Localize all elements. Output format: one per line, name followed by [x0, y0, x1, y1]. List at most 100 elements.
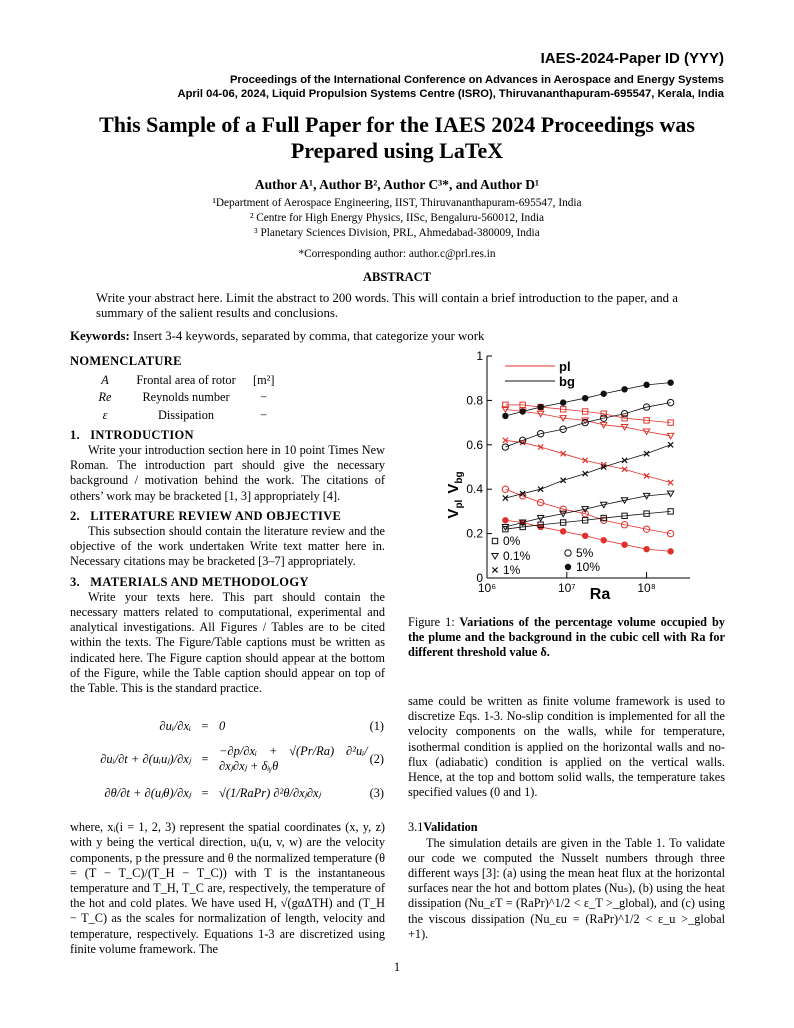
x-tick-label: 10⁸ [637, 581, 655, 595]
marker-triangle [642, 428, 651, 436]
marker-square [667, 419, 674, 426]
legend-label: pl [559, 359, 571, 374]
marker-triangle [620, 424, 629, 432]
marker-circle [642, 403, 651, 411]
abstract: Write your abstract here. Limit the abst… [96, 291, 678, 320]
y-label-base: V [445, 509, 462, 519]
marker-disc [600, 390, 607, 397]
marker-square [621, 414, 628, 422]
marker-disc [559, 399, 567, 406]
venue: April 04-06, 2024, Liquid Propulsion Sys… [177, 88, 724, 100]
marker-disc [667, 548, 674, 555]
unit: [m²] [253, 373, 275, 388]
marker-square [519, 523, 526, 531]
series-line [505, 511, 671, 530]
left-column: NOMENCLATURE A Frontal area of rotor [m²] … [70, 354, 385, 957]
section-heading: 3. MATERIALS AND METHODOLOGY [70, 575, 385, 590]
marker-triangle [559, 510, 568, 518]
marker-x [582, 457, 589, 464]
x-tick-label: 10⁶ [478, 581, 496, 595]
corresponding: *Corresponding author: author.c@prl.res.… [298, 248, 496, 260]
marker-triangle [666, 432, 675, 440]
marker-circle [620, 521, 629, 529]
eq-lhs: ∂θ/∂t + ∂(uⱼθ)/∂xⱼ [104, 785, 191, 800]
section-number: 1. [70, 427, 80, 442]
symbol: ε [102, 407, 108, 422]
keywords-text: Insert 3-4 keywords, separated by comma,… [132, 329, 485, 343]
section-heading: 2. LITERATURE REVIEW AND OBJECTIVE [70, 509, 385, 524]
affiliation: ³ Planetary Sciences Division, PRL, Ahme… [254, 227, 540, 239]
y-label-sub: bg [454, 471, 465, 483]
marker-triangle [501, 406, 510, 414]
eq-rel: = [201, 718, 209, 733]
legend-label: 1% [503, 563, 521, 577]
marker-circle [559, 505, 567, 513]
title-line: Prepared using LaTeX [290, 138, 504, 163]
paragraph: same could be written as finite volume f… [408, 694, 725, 800]
y-label-sub: pl [454, 499, 465, 508]
paragraph: Write your texts here. This part should … [70, 589, 385, 696]
eq-number: (3) [369, 785, 384, 800]
legend-label: 5% [576, 546, 594, 560]
subsection-heading: 3.1Validation [408, 820, 725, 835]
marker-x [537, 486, 544, 493]
marker-x [667, 479, 674, 486]
keywords-label: Keywords: [70, 329, 130, 343]
paper-id: IAES-2024-Paper ID (YYY) [540, 50, 724, 67]
authors: Author A¹, Author B², Author C³*, and Au… [254, 177, 540, 192]
marker-disc [600, 537, 607, 544]
legend-label: 0.1% [503, 549, 531, 563]
paragraph: Write your introduction section here in … [70, 443, 385, 503]
marker-square [643, 510, 650, 517]
x-axis-label: Ra [590, 586, 611, 603]
marker-circle [620, 410, 629, 418]
caption-text: Variations of the percentage volume occu… [408, 615, 725, 660]
marker-circle [642, 525, 651, 533]
proceedings: Proceedings of the International Confere… [229, 74, 724, 86]
marker-x [667, 441, 674, 448]
marker-square [600, 410, 607, 417]
marker-circle [536, 498, 545, 507]
nomenclature-table: A Frontal area of rotor [m²] Re Reynolds nu… [90, 372, 275, 424]
eq-rhs: 0 [219, 718, 226, 733]
marker-circle [666, 398, 675, 407]
paragraph: The simulation details are given in the … [408, 835, 725, 941]
marker-circle [518, 492, 527, 500]
y-tick-label: 1 [476, 349, 483, 363]
marker-x [582, 470, 589, 477]
marker-circle [501, 485, 510, 493]
marker-disc [502, 412, 509, 420]
marker-triangle [599, 421, 608, 429]
eq-rhs: √(1/RaPr) ∂²θ/∂xⱼ∂xⱼ [219, 785, 321, 800]
marker-circle [536, 430, 545, 438]
marker-triangle [599, 501, 608, 509]
marker-x [537, 443, 544, 451]
marker-circle [666, 529, 675, 538]
marker-disc [502, 517, 509, 524]
description: Frontal area of rotor [136, 373, 236, 388]
marker-disc [643, 545, 650, 553]
marker-x [502, 495, 509, 502]
x-tick-label: 10⁷ [558, 581, 576, 595]
marker-square [581, 408, 589, 415]
marker-disc [667, 379, 674, 386]
marker-square [643, 417, 650, 424]
marker-triangle [536, 410, 545, 418]
marker-square [559, 406, 567, 413]
marker-circle [581, 418, 589, 427]
nomenclature-heading: NOMENCLATURE [70, 354, 182, 368]
marker-circle [581, 509, 589, 518]
title-line: This Sample of a Full Paper for the IAES… [99, 112, 695, 137]
marker-disc [581, 532, 589, 540]
eq-rhs: −∂p/∂xᵢ + √(Pr/Ra) ∂²uᵢ/∂xⱼ∂xⱼ + δᵢᵧθ [219, 744, 368, 774]
series-line [505, 402, 671, 448]
subsection-title: Validation [423, 820, 478, 835]
section-number: 3. [70, 574, 80, 589]
marker-disc [581, 394, 589, 402]
marker-triangle [501, 523, 510, 531]
eq-lhs: ∂uᵢ/∂xᵢ [159, 718, 191, 733]
section-number: 2. [70, 508, 80, 523]
marker-disc [621, 386, 628, 393]
y-label-base: V [445, 484, 462, 494]
marker-square [621, 512, 628, 520]
